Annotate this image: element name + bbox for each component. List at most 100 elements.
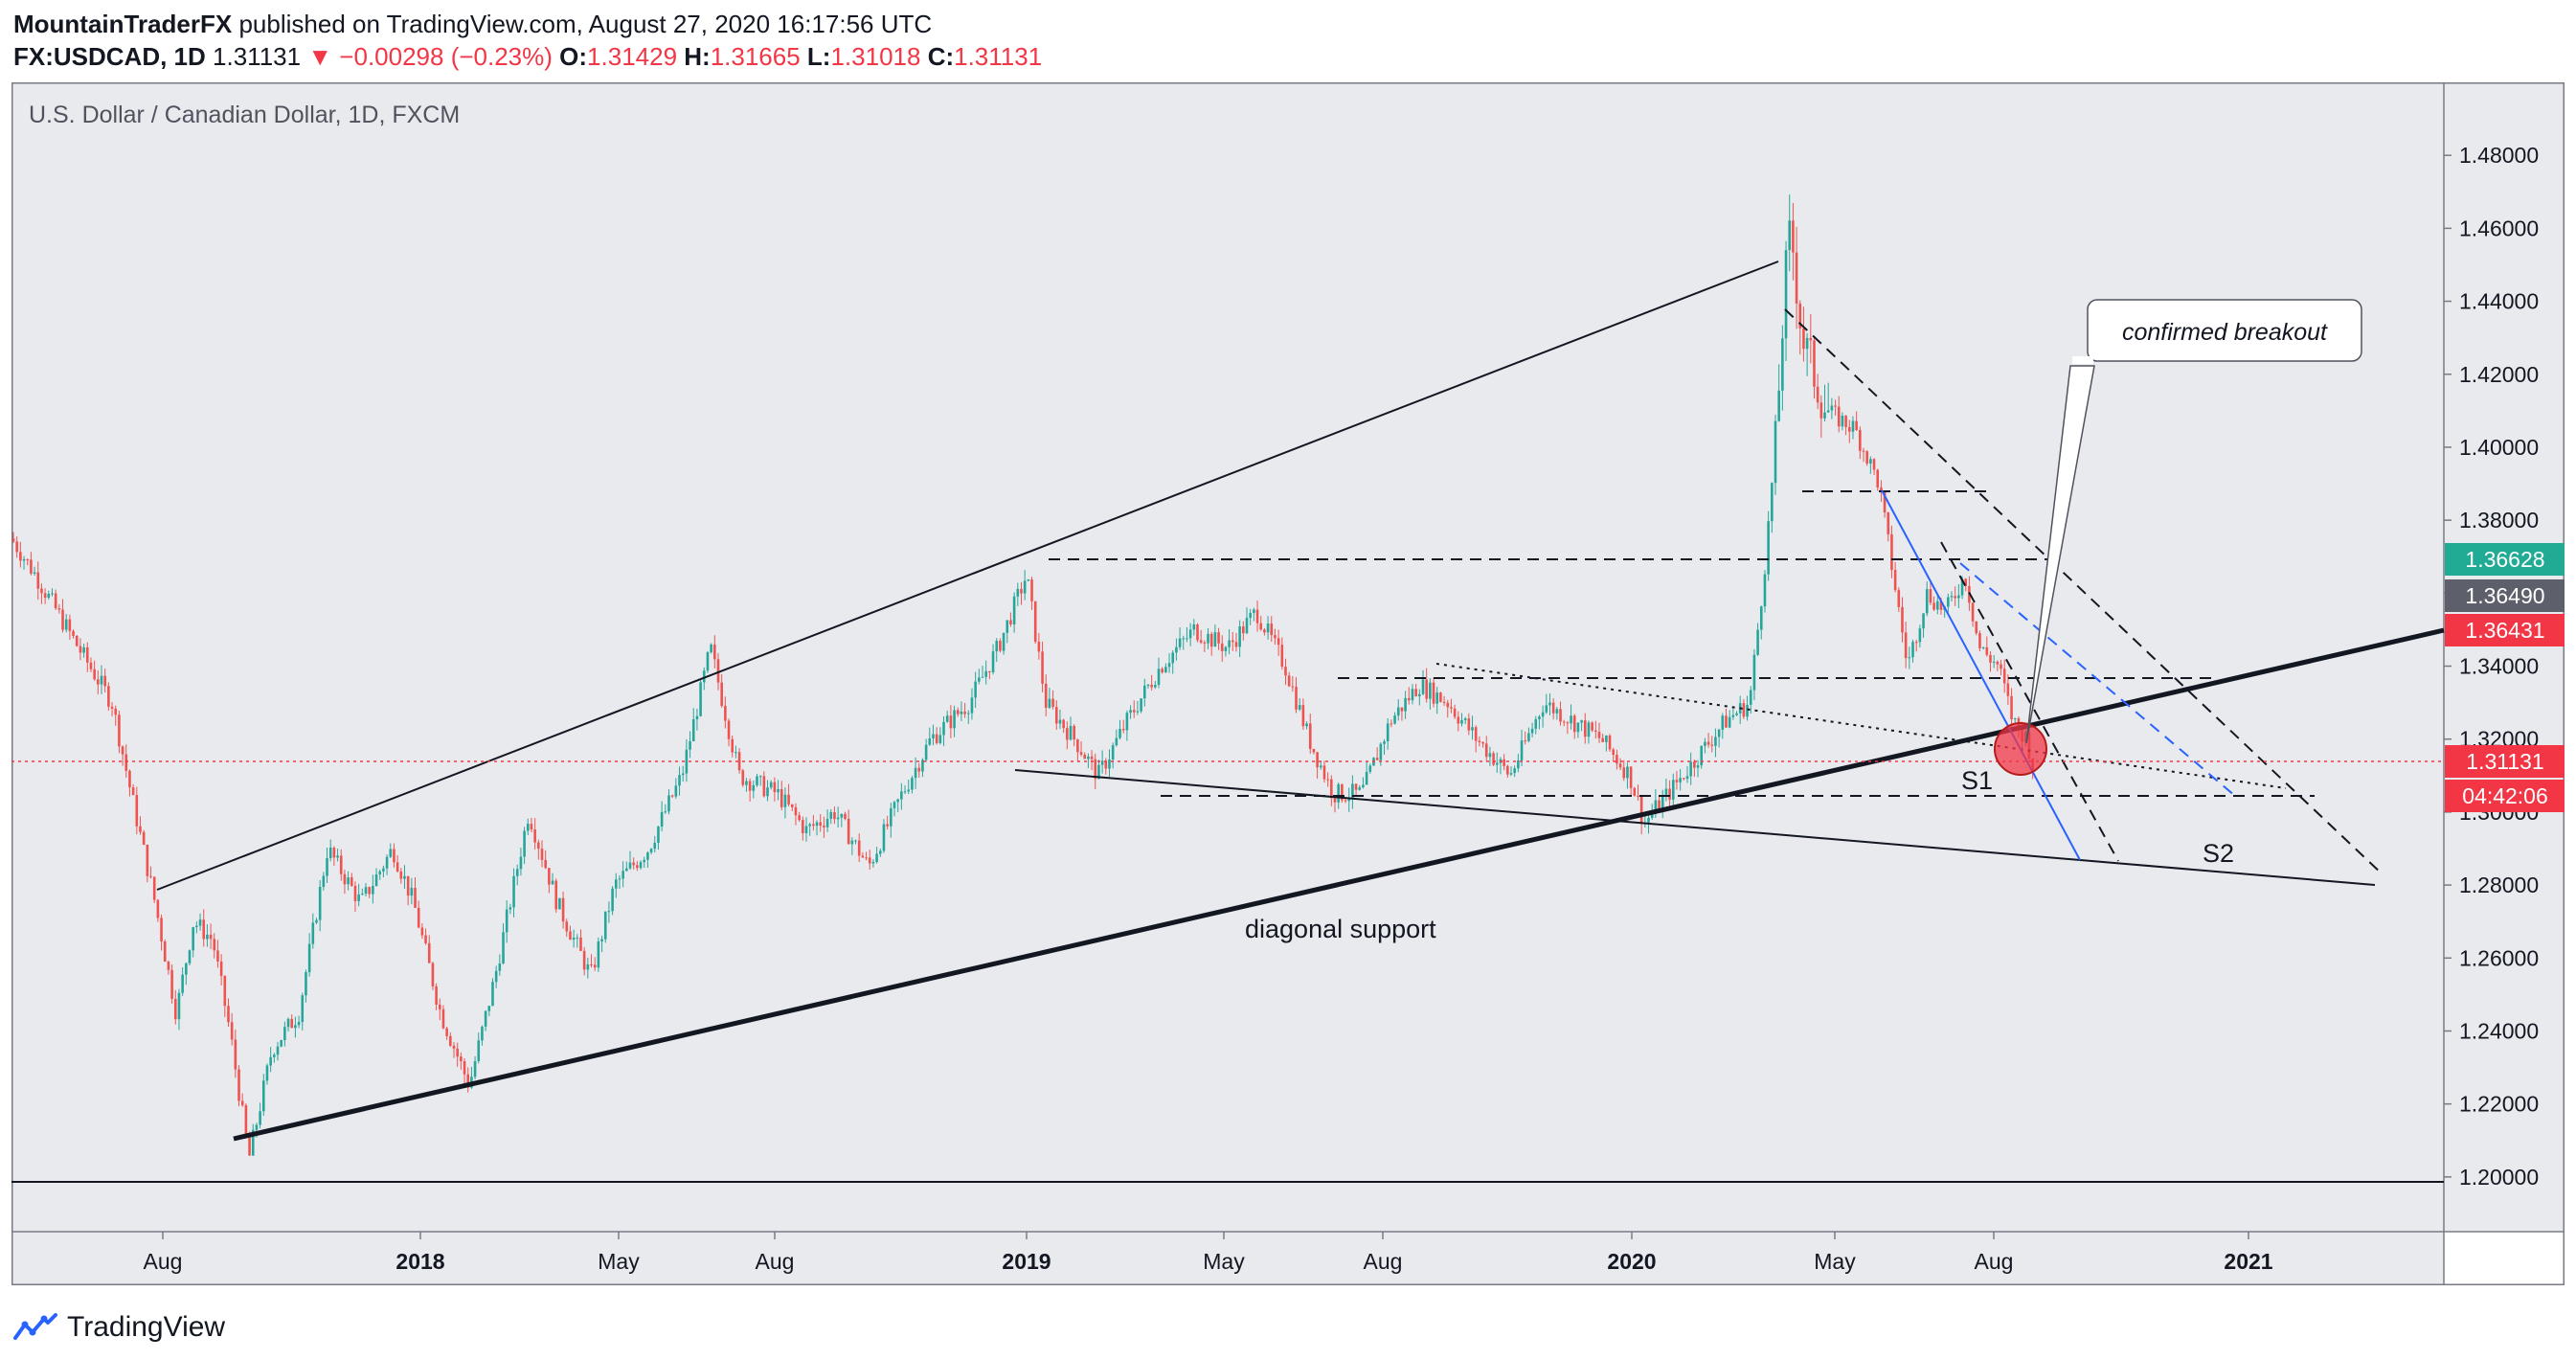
candle-body [607,911,611,913]
candle-body [935,734,938,743]
candle-body [1918,628,1922,643]
candle-body [681,773,685,776]
candle-body [1950,596,1954,598]
candle-body [1658,800,1661,811]
candle-body [1975,621,1978,634]
candle-body [1322,765,1326,780]
time-axis-tick-label: May [1203,1249,1245,1274]
candle-body [1217,632,1220,644]
candle-body [156,899,160,918]
diagonal-support-line[interactable] [233,627,2445,1142]
candle-body [978,677,981,682]
candle-body [435,986,438,1005]
candle-body [265,1065,269,1081]
lower-support-line[interactable] [1014,769,2376,886]
author-name[interactable]: MountainTraderFX [13,10,233,38]
candle-body [1935,601,1939,610]
candle-body [840,813,844,818]
candle-body [1520,740,1524,760]
dotted-trendline[interactable] [1435,663,2287,789]
tradingview-footer[interactable]: TradingView [13,1308,225,1347]
candle-body [533,829,536,843]
time-axis-tick-label: Aug [1364,1249,1403,1274]
candle-body [1478,740,1481,743]
time-axis-tick-label: 2020 [1607,1249,1656,1274]
candle-body [230,1022,234,1040]
candle-body [1826,410,1830,413]
breakout-marker[interactable] [1994,722,2047,776]
candle-body [427,942,431,963]
candle-body [932,734,935,738]
candle-body [646,852,649,860]
candle-body [758,776,762,778]
candle-body [1400,707,1404,712]
candle-body [1100,760,1104,765]
candle-body [1379,743,1383,760]
candle-body [1474,727,1478,741]
candle-body [290,1018,294,1029]
candle-body [1140,698,1142,712]
open-value: 1.31429 [587,42,678,71]
candle-body [783,794,787,807]
candle-body [787,794,790,805]
candle-body [1284,667,1287,676]
outer-descending-line[interactable] [1784,308,2384,875]
candle-body [1731,714,1735,717]
tradingview-brand: TradingView [67,1311,226,1343]
candle-body [1087,756,1090,759]
candle-body [139,826,142,832]
price-chart[interactable]: U.S. Dollar / Canadian Dollar, 1D, FXCM … [11,82,2565,1285]
candle-body [1834,405,1837,407]
candle-body [1280,645,1284,668]
candle-body [15,541,18,553]
candle-body [508,907,512,910]
current-price-tag-bg [2445,745,2565,778]
candle-body [2002,669,2006,684]
candle-body [628,862,632,869]
chart-frame [11,82,2565,1285]
price-tag-1-bg [2445,543,2565,576]
candle-body [1002,632,1006,651]
publish-info: MountainTraderFX published on TradingVie… [13,10,932,39]
candle-body [590,963,593,965]
countdown-tag-bg [2445,780,2565,812]
candle-body [632,862,635,866]
candle-body [481,1026,484,1041]
candle-body [621,871,624,879]
candle-body [1781,338,1784,391]
candle-body [505,909,508,933]
candle-body [745,781,748,785]
upper-channel-line[interactable] [156,261,1779,891]
inner-descending-line[interactable] [1940,541,2119,862]
candle-body [1157,669,1161,686]
chart-area[interactable]: U.S. Dollar / Canadian Dollar, 1D, FXCM … [11,82,2565,1285]
candle-body [802,820,804,833]
candle-body [1524,740,1527,742]
candle-body [558,897,561,910]
callout-box[interactable] [2087,299,2362,362]
blue-solid-line[interactable] [1881,489,2081,861]
blue-dashed-line[interactable] [1959,562,2236,797]
candle-body [618,878,621,880]
candle-body [769,782,773,788]
candle-body [1125,713,1129,731]
candle-body [1142,685,1146,699]
candle-body [2006,683,2010,696]
symbol-label[interactable]: FX:USDCAD, 1D [13,42,206,71]
candle-body [54,593,57,609]
candle-body [1471,727,1474,731]
candle-body [1792,220,1795,253]
candle-body [1629,766,1633,788]
candle-body [710,644,712,653]
candle-body [724,706,727,721]
candle-body [1390,723,1393,725]
candle-body [949,715,953,729]
candle-body [1054,707,1058,724]
candle-body [1442,701,1446,703]
drawings: confirmed breakout diagonal support S1 S… [11,261,2445,1183]
symbol-info: FX:USDCAD, 1D 1.31131 ▼ −0.00298 (−0.23%… [13,42,1042,72]
candle-body [89,662,93,669]
candle-body [255,1124,259,1130]
candle-body [702,670,706,683]
candle-body [1693,761,1696,768]
